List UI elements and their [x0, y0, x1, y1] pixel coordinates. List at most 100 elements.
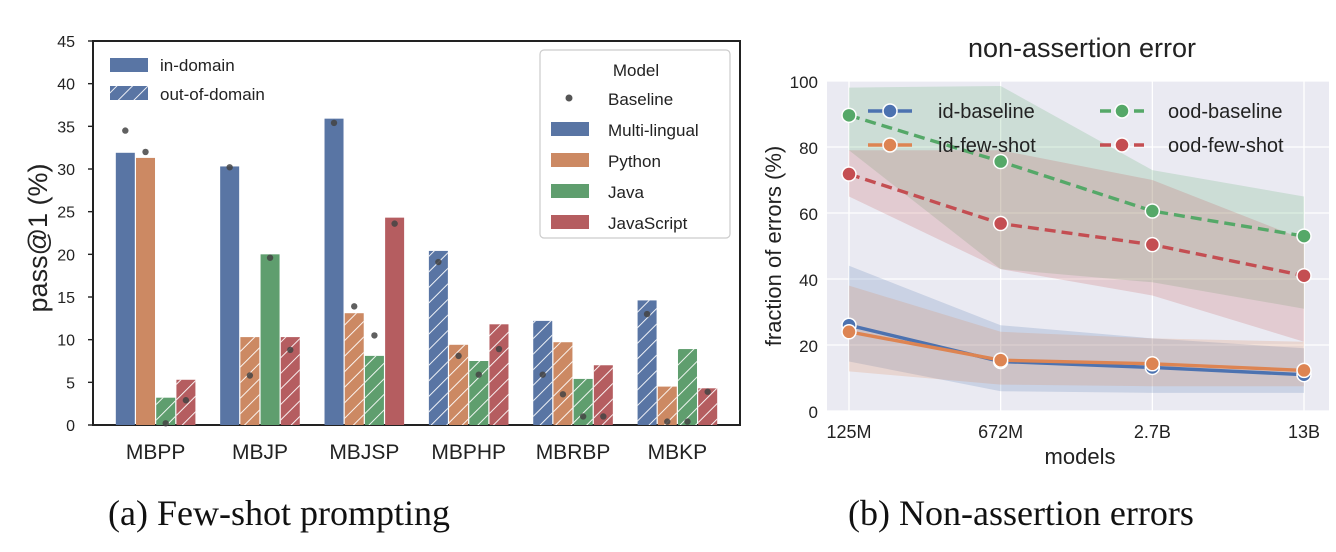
baseline-dot-mbrbp-python: [559, 391, 567, 398]
legend-label-multi-lingual: Multi-lingual: [608, 121, 699, 140]
bar-mbjsp-javascript: [385, 217, 405, 425]
line-chart-legend: id-baseline id-few-shot ood-baseline ood-fe…: [868, 101, 1284, 157]
legend-marker-id-baseline: [882, 103, 898, 119]
y-tick-label: 60: [799, 205, 818, 224]
x-tick-label-13b: 13B: [1288, 422, 1320, 442]
y-tick-label: 20: [799, 337, 818, 356]
bar-mbrbp-python-hatch: [553, 342, 573, 425]
y-tick-label: 20: [57, 247, 75, 264]
point-id-few-shot-2-7b: [1144, 356, 1161, 372]
model-legend-baseline-label: Baseline: [608, 90, 673, 109]
bar-mbjp-multi-lingual: [220, 166, 240, 425]
point-ood-baseline-672m: [992, 153, 1009, 170]
bar-mbphp-python-hatch: [449, 344, 469, 425]
line-chart-x-axis-label: models: [1045, 444, 1116, 469]
baseline-dot-mbrbp-multi-lingual: [539, 371, 546, 378]
point-ood-baseline-125m: [841, 107, 857, 124]
point-ood-few-shot-125m: [841, 166, 857, 182]
baseline-dot-mbjsp-multi-lingual: [330, 119, 338, 127]
baseline-dot-mbjp-python: [246, 372, 254, 379]
line-chart-plot-area: [827, 81, 1329, 411]
line-chart-series: [841, 107, 1312, 383]
hatch-legend: in-domain out-of-domain: [110, 56, 265, 104]
bar-mbphp-java-hatch: [469, 361, 489, 425]
bar-mbrbp-java-hatch: [573, 378, 593, 425]
bar-chart-x-axis: MBPP MBJP MBJSP MBPHP MBRBP MBKP: [126, 441, 707, 464]
line-id-few-shot: [848, 330, 1305, 373]
legend-swatch-javascript: [551, 215, 589, 229]
baseline-dot-mbjp-multi-lingual: [226, 164, 233, 171]
hatch-legend-solid-swatch: [110, 58, 148, 72]
legend-label-ood-few-shot: ood-few-shot: [1168, 135, 1284, 157]
y-tick-label: 100: [790, 73, 818, 92]
line-id-baseline: [848, 323, 1305, 377]
legend-label-id-few-shot: id-few-shot: [938, 135, 1036, 157]
line-chart-y-axis-label: fraction of errors (%): [761, 146, 786, 347]
baseline-dot-mbkp-python: [664, 418, 671, 425]
legend-label-java: Java: [608, 183, 644, 202]
baseline-dot-mbphp-multi-lingual: [435, 258, 442, 266]
bar-mbkp-javascript-hatch: [698, 388, 718, 425]
legend-label-id-baseline: id-baseline: [938, 101, 1035, 123]
baseline-dot-mbpp-python: [142, 148, 149, 156]
y-tick-label: 30: [57, 162, 75, 179]
y-tick-label: 10: [57, 333, 75, 350]
line-chart-title: non-assertion error: [968, 33, 1196, 63]
legend-label-ood-baseline: ood-baseline: [1168, 101, 1283, 123]
x-tick-label-672m: 672M: [978, 422, 1023, 442]
bar-mbphp-javascript-hatch: [489, 324, 509, 425]
line-chart-confidence-bands: [849, 85, 1304, 393]
x-tick-label-2-7b: 2.7B: [1134, 422, 1171, 442]
legend-swatch-multi-lingual: [551, 122, 589, 136]
bar-chart-y-axis-label: pass@1 (%): [23, 164, 53, 313]
baseline-dot-mbjp-javascript: [287, 346, 294, 354]
bar-mbjsp-java-hatch: [364, 355, 384, 425]
line-chart-y-axis: 0 20 40 60 80 100: [790, 73, 818, 422]
bar-mbkp-multi-lingual-hatch: [637, 300, 657, 425]
baseline-dot-mbjsp-java: [371, 332, 378, 339]
bar-mbjp-java: [260, 254, 280, 425]
legend-swatch-java: [551, 184, 589, 198]
hatch-legend-hatched-swatch-overlay: [110, 86, 148, 100]
baseline-dot-mbphp-javascript: [495, 345, 503, 353]
baseline-dot-mbjsp-javascript: [391, 220, 398, 227]
model-legend-baseline-marker: [565, 94, 573, 102]
point-ood-baseline-13b: [1296, 228, 1312, 244]
baseline-dot-mbrbp-javascript: [600, 413, 607, 420]
bar-mbphp-multi-lingual-hatch: [428, 250, 448, 425]
line-chart-non-assertion: non-assertion error 0 20 40 60 80 100 125M 672…: [761, 33, 1329, 469]
baseline-dot-mbpp-javascript: [182, 397, 190, 404]
baseline-dot-mbphp-python: [455, 352, 462, 360]
x-tick-label-mbphp: MBPHP: [431, 441, 506, 464]
y-tick-label: 15: [57, 290, 75, 307]
band-ood-baseline: [849, 85, 1304, 309]
legend-label-javascript: JavaScript: [608, 214, 688, 233]
point-id-few-shot-672m: [992, 352, 1009, 368]
baseline-dot-mbkp-java: [684, 418, 691, 425]
y-tick-label: 45: [57, 34, 75, 51]
y-tick-label: 0: [809, 403, 818, 422]
y-tick-label: 35: [57, 119, 75, 136]
legend-marker-id-few-shot: [882, 137, 898, 153]
bar-mbjsp-multi-lingual: [324, 118, 344, 426]
point-ood-few-shot-13b: [1296, 267, 1312, 284]
bar-mbjp-python-hatch: [240, 337, 260, 425]
bar-mbrbp-javascript-hatch: [593, 365, 613, 425]
baseline-dot-mbkp-multi-lingual: [643, 310, 651, 318]
point-id-few-shot-13b: [1296, 362, 1312, 379]
bar-mbpp-python: [136, 157, 156, 425]
x-tick-label-mbkp: MBKP: [648, 441, 708, 464]
model-legend: Model Baseline Multi-lingual Python Java Ja…: [539, 49, 731, 239]
y-tick-label: 5: [66, 375, 75, 392]
band-id-few-shot: [849, 285, 1304, 387]
legend-marker-ood-baseline: [1114, 103, 1130, 119]
bar-mbjp-javascript-hatch: [280, 337, 300, 425]
bar-mbkp-python-hatch: [657, 386, 677, 425]
x-tick-label-mbjp: MBJP: [232, 441, 288, 464]
line-chart-x-axis: 125M 672M 2.7B 13B: [826, 422, 1320, 442]
baseline-dot-mbrbp-java: [579, 413, 587, 420]
y-tick-label: 0: [66, 418, 75, 435]
point-id-few-shot-125m: [841, 324, 857, 340]
caption-non-assertion: (b) Non-assertion errors: [848, 493, 1194, 533]
